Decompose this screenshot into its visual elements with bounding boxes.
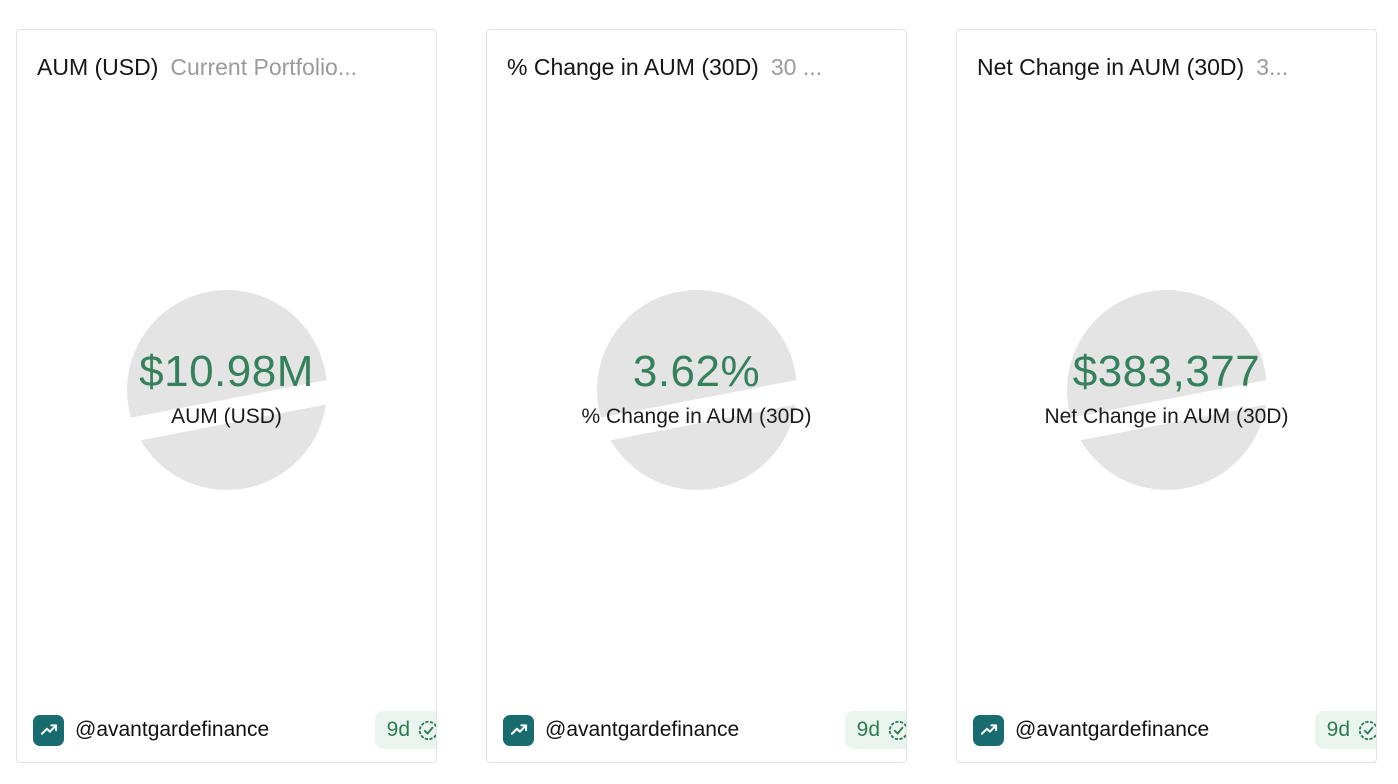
card-title[interactable]: % Change in AUM (30D) [507, 54, 759, 80]
counter-value-block: 3.62% % Change in AUM (30D) [582, 347, 812, 429]
counter-label: % Change in AUM (30D) [581, 404, 812, 428]
dune-logo-watermark-icon [1064, 289, 1269, 490]
card-body: $383,377 Net Change in AUM (30D) [957, 82, 1376, 698]
card-header: % Change in AUM (30D) 30 ... [487, 30, 906, 82]
card-title[interactable]: AUM (USD) [37, 54, 159, 80]
card-title[interactable]: Net Change in AUM (30D) [977, 54, 1245, 80]
counter-card-pct-change-aum: % Change in AUM (30D) 30 ... 3.62% % Cha… [486, 29, 907, 763]
card-body: 3.62% % Change in AUM (30D) [487, 82, 906, 698]
counter-value-block: $10.98M AUM (USD) [139, 347, 314, 429]
card-footer: @avantgardefinance 9d [957, 698, 1376, 762]
age-text: 9d [856, 718, 880, 741]
counter-value-block: $383,377 Net Change in AUM (30D) [1045, 347, 1289, 429]
trending-up-icon [973, 714, 1004, 746]
counter-card-aum-usd: AUM (USD) Current Portfolio... $10.98M A… [16, 29, 437, 763]
author-handle[interactable]: @avantgardefinance [75, 718, 270, 741]
counter-value: $383,377 [1072, 346, 1261, 396]
card-subtitle: Current Portfolio... [170, 54, 358, 80]
counter-label: AUM (USD) [171, 404, 282, 428]
age-text: 9d [386, 718, 410, 741]
counter-value: 3.62% [632, 346, 761, 396]
card-header: Net Change in AUM (30D) 3... [957, 30, 1376, 82]
card-subtitle: 3... [1256, 54, 1289, 80]
card-footer: @avantgardefinance 9d [487, 698, 906, 762]
verified-seal-icon [418, 720, 436, 740]
counter-value: $10.98M [139, 346, 314, 396]
age-text: 9d [1326, 718, 1350, 741]
age-badge[interactable]: 9d [1314, 711, 1376, 749]
counter-cards-row: AUM (USD) Current Portfolio... $10.98M A… [16, 29, 1377, 763]
dune-logo-watermark-icon [594, 289, 799, 490]
dune-logo-watermark-icon [124, 289, 329, 490]
age-badge[interactable]: 9d [844, 711, 906, 749]
verified-seal-icon [888, 720, 906, 740]
trending-up-icon [503, 714, 534, 746]
card-body: $10.98M AUM (USD) [17, 82, 436, 698]
trending-up-icon [33, 714, 64, 746]
author-handle[interactable]: @avantgardefinance [1015, 718, 1210, 741]
age-badge[interactable]: 9d [374, 711, 436, 749]
card-footer: @avantgardefinance 9d [17, 698, 436, 762]
card-header: AUM (USD) Current Portfolio... [17, 30, 436, 82]
counter-card-net-change-aum: Net Change in AUM (30D) 3... $383,377 Ne… [956, 29, 1377, 763]
card-subtitle: 30 ... [770, 54, 822, 80]
counter-label: Net Change in AUM (30D) [1044, 404, 1289, 428]
verified-seal-icon [1358, 720, 1376, 740]
author-handle[interactable]: @avantgardefinance [545, 718, 740, 741]
